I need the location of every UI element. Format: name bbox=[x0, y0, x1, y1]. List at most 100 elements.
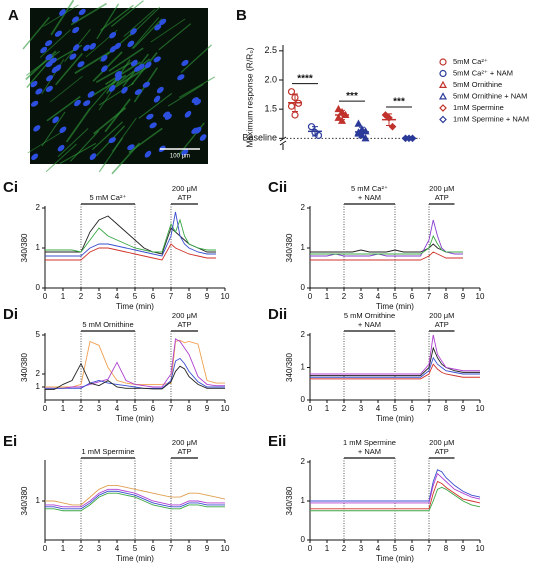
y-axis-label: 340/380 bbox=[20, 352, 29, 381]
nucleus bbox=[153, 56, 161, 63]
x-tick-label: 5 bbox=[133, 404, 138, 413]
x-tick-label: 2 bbox=[342, 292, 347, 301]
fiber bbox=[180, 44, 212, 74]
fiber bbox=[50, 0, 75, 36]
fiber bbox=[110, 0, 144, 27]
y-tick-label: 2 bbox=[301, 330, 306, 339]
panel-label: Ei bbox=[3, 433, 17, 450]
panel-label: Dii bbox=[268, 306, 287, 323]
legend-label: 5mM Ca²⁺ bbox=[453, 57, 488, 66]
fiber bbox=[46, 95, 81, 122]
x-tick-label: 4 bbox=[115, 292, 120, 301]
data-point bbox=[287, 102, 296, 110]
nucleus bbox=[121, 86, 128, 94]
nucleus bbox=[45, 85, 53, 92]
stimulus-label: ATP bbox=[435, 193, 449, 202]
x-tick-label: 8 bbox=[187, 544, 192, 553]
x-tick-label: 5 bbox=[393, 404, 398, 413]
nucleus bbox=[100, 54, 108, 62]
nucleus bbox=[109, 31, 117, 39]
significance-label: *** bbox=[346, 91, 358, 102]
panel-label: Eii bbox=[268, 433, 286, 450]
nucleus bbox=[31, 153, 39, 161]
x-tick-label: 6 bbox=[410, 544, 415, 553]
y-tick-label: 0 bbox=[36, 283, 41, 292]
legend-label: 5mM Ornithine + NAM bbox=[453, 91, 527, 100]
x-tick-label: 0 bbox=[43, 544, 48, 553]
trace bbox=[45, 362, 225, 391]
stimulus-label: 200 μM bbox=[429, 184, 454, 193]
x-axis-label: Time (min) bbox=[116, 302, 154, 311]
trace bbox=[45, 490, 225, 510]
stimulus-label: ATP bbox=[435, 447, 449, 456]
x-tick-label: 4 bbox=[115, 404, 120, 413]
x-tick-label: 10 bbox=[221, 544, 230, 553]
fiber bbox=[111, 117, 137, 152]
trace bbox=[45, 484, 226, 506]
nucleus bbox=[177, 74, 185, 81]
x-tick-label: 3 bbox=[359, 292, 364, 301]
nucleus bbox=[101, 65, 108, 73]
fiber bbox=[96, 3, 120, 40]
panel-label: Ci bbox=[3, 179, 18, 196]
stimulus-label: 200 μM bbox=[172, 184, 197, 193]
y-tick-label: 2 bbox=[301, 457, 306, 466]
x-tick-label: 7 bbox=[427, 544, 432, 553]
x-tick-label: 8 bbox=[187, 404, 192, 413]
trace bbox=[310, 363, 480, 380]
x-tick-label: 1 bbox=[61, 404, 66, 413]
x-tick-label: 9 bbox=[461, 292, 466, 301]
y-tick-label: 1 bbox=[301, 496, 306, 505]
x-tick-label: 10 bbox=[476, 292, 485, 301]
x-tick-label: 9 bbox=[461, 404, 466, 413]
stimulus-label: ATP bbox=[177, 193, 191, 202]
nucleus bbox=[146, 113, 154, 120]
nucleus bbox=[59, 126, 67, 134]
fiber bbox=[150, 18, 186, 43]
data-point bbox=[291, 111, 299, 119]
x-tick-label: 8 bbox=[444, 292, 449, 301]
nucleus bbox=[191, 97, 199, 104]
trace bbox=[310, 219, 463, 257]
x-tick-label: 0 bbox=[308, 292, 313, 301]
nucleus bbox=[83, 100, 91, 107]
stimulus-label: ATP bbox=[177, 447, 191, 456]
nucleus bbox=[30, 80, 38, 88]
y-axis-label: 340/380 bbox=[285, 352, 294, 381]
nucleus bbox=[153, 95, 161, 103]
fiber bbox=[138, 92, 173, 119]
trace bbox=[310, 243, 463, 253]
legend-label: 1mM Spermine + NAM bbox=[453, 114, 529, 123]
data-point bbox=[337, 116, 347, 124]
trace bbox=[45, 339, 225, 388]
nucleus bbox=[45, 40, 53, 47]
x-tick-label: 10 bbox=[221, 292, 230, 301]
y-tick-label: 1 bbox=[36, 243, 41, 252]
nucleus bbox=[77, 61, 85, 68]
x-tick-label: 5 bbox=[393, 292, 398, 301]
fiber bbox=[55, 52, 83, 86]
trace bbox=[310, 486, 481, 512]
y-tick-label: 1 bbox=[36, 382, 41, 391]
nucleus bbox=[144, 150, 152, 158]
x-tick-label: 4 bbox=[115, 544, 120, 553]
x-tick-label: 10 bbox=[221, 404, 230, 413]
nucleus bbox=[108, 85, 116, 92]
nucleus bbox=[73, 99, 81, 107]
y-axis-label: Maximum response (R/R₀) bbox=[244, 47, 254, 148]
nucleus bbox=[115, 74, 122, 81]
data-point bbox=[334, 113, 343, 121]
nucleus bbox=[109, 45, 117, 53]
nucleus bbox=[69, 53, 77, 60]
x-tick-label: 7 bbox=[169, 404, 174, 413]
panel-label: Cii bbox=[268, 179, 287, 196]
x-tick-label: 0 bbox=[308, 404, 313, 413]
x-tick-label: 10 bbox=[476, 404, 485, 413]
panel-label: Di bbox=[3, 306, 18, 323]
nucleus bbox=[108, 137, 116, 144]
trace bbox=[45, 338, 225, 389]
fiber bbox=[41, 111, 66, 147]
nucleus bbox=[194, 126, 202, 134]
nucleus bbox=[181, 149, 189, 156]
